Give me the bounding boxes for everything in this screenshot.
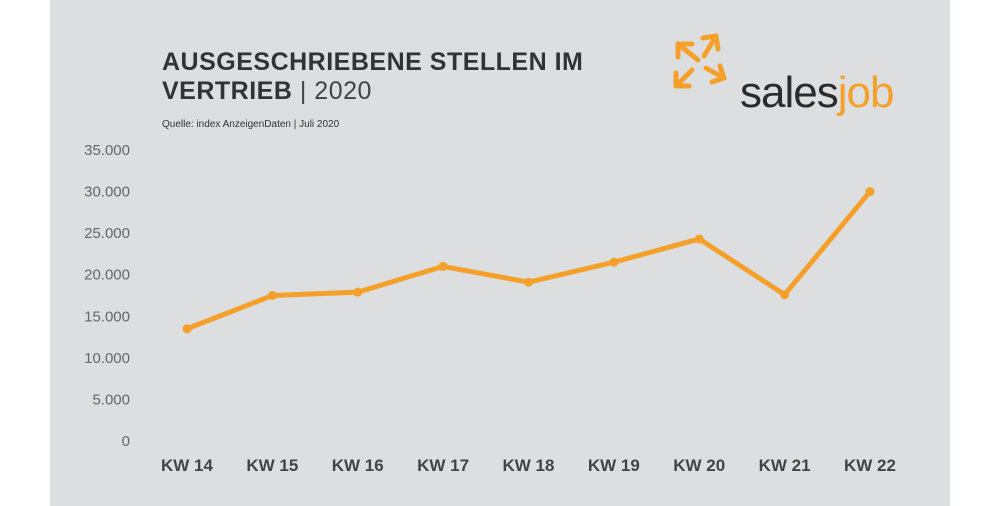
series-line [184,189,873,332]
data-point [694,234,704,244]
x-tick-label: KW 15 [246,456,298,475]
title-line-1: AUSGESCHRIEBENE STELLEN IM [162,48,584,76]
x-tick-label: KW 22 [844,456,896,475]
y-tick-label: 25.000 [84,225,130,242]
y-tick-label: 0 [122,433,130,450]
y-tick-label: 30.000 [84,184,130,201]
title-line-2-bold: VERTRIEB [162,77,293,105]
data-point [182,324,192,334]
data-point [524,277,533,287]
y-tick-label: 10.000 [84,350,130,367]
data-point [865,187,875,197]
data-point [438,261,448,271]
x-tick-label: KW 17 [417,456,469,475]
x-tick-label: KW 21 [759,456,811,475]
y-tick-label: 5.000 [92,391,130,408]
data-point [267,291,277,300]
logo-text-main: sales [740,68,839,117]
data-point [609,257,619,267]
x-tick-label: KW 20 [673,456,725,475]
salesjob-logo: salesjob [740,68,895,118]
data-point [780,290,790,300]
data-point [353,287,363,297]
chart-title: AUSGESCHRIEBENE STELLEN IM VERTRIEB | 20… [162,48,583,106]
y-tick-label: 35.000 [84,142,130,159]
x-tick-label: KW 16 [332,456,384,475]
y-tick-label: 15.000 [84,308,130,325]
source-note: Quelle: index AnzeigenDaten | Juli 2020 [162,119,340,130]
title-line-2-year: | 2020 [292,77,372,105]
logo-text-accent: job [837,68,895,117]
x-tick-label: KW 18 [503,456,555,475]
arrows-outward-icon [673,33,727,89]
title-line-2: VERTRIEB | 2020 [162,77,583,106]
x-tick-label: KW 19 [588,456,640,475]
x-tick-label: KW 14 [161,456,214,475]
chart-panel [50,0,950,506]
y-tick-label: 20.000 [84,267,130,284]
